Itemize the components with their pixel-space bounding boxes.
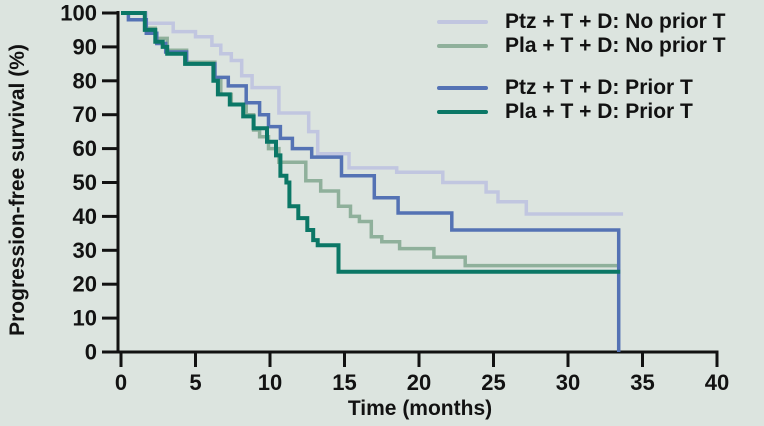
y-tick-label: 20 <box>73 272 97 297</box>
legend-item-ptz-no-prior-t: Ptz + T + D: No prior T <box>437 10 726 33</box>
y-axis-ticks: 0 10 20 30 40 50 60 70 80 90 100 <box>60 1 117 365</box>
x-tick-label: 30 <box>556 370 580 395</box>
x-tick-label: 0 <box>115 370 127 395</box>
legend-label: Ptz + T + D: Prior T <box>505 76 693 99</box>
legend-swatch-ptz-no-prior-t <box>437 20 488 24</box>
x-tick-label: 5 <box>189 370 201 395</box>
survival-curves <box>121 11 624 352</box>
y-tick-label: 70 <box>73 102 97 127</box>
y-tick-label: 80 <box>73 68 97 93</box>
legend-item-pla-no-prior-t: Pla + T + D: No prior T <box>437 34 726 57</box>
y-tick-label: 10 <box>73 306 97 331</box>
y-axis-title: Progression-free survival (%) <box>6 44 29 336</box>
x-tick-label: 20 <box>407 370 431 395</box>
legend-label: Pla + T + D: No prior T <box>505 34 726 57</box>
y-tick-label: 60 <box>73 136 97 161</box>
y-tick-label: 90 <box>73 34 97 59</box>
legend-item-pla-prior-t: Pla + T + D: Prior T <box>437 100 693 123</box>
y-tick-label: 0 <box>85 340 97 365</box>
legend-label: Ptz + T + D: No prior T <box>505 10 726 33</box>
legend-swatch-ptz-prior-t <box>437 86 488 90</box>
y-tick-label: 100 <box>60 1 97 26</box>
x-tick-label: 35 <box>630 370 654 395</box>
legend-swatch-pla-prior-t <box>437 110 488 114</box>
y-tick-label: 50 <box>73 170 97 195</box>
x-tick-label: 25 <box>481 370 505 395</box>
x-axis-title: Time (months) <box>348 397 492 420</box>
x-tick-label: 10 <box>258 370 282 395</box>
y-tick-label: 30 <box>73 238 97 263</box>
curve-pla-prior-t <box>121 11 621 274</box>
legend-item-ptz-prior-t: Ptz + T + D: Prior T <box>437 76 693 99</box>
x-tick-label: 40 <box>705 370 729 395</box>
x-tick-label: 15 <box>332 370 356 395</box>
y-tick-label: 40 <box>73 204 97 229</box>
curve-ptz-no-prior-t <box>121 11 624 216</box>
legend-swatch-pla-no-prior-t <box>437 44 488 48</box>
x-axis-ticks: 0 5 10 15 20 25 30 35 40 <box>115 353 729 395</box>
legend-label: Pla + T + D: Prior T <box>505 100 693 123</box>
